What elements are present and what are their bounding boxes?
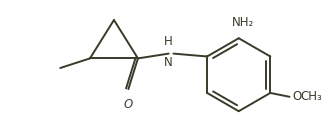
Text: NH₂: NH₂: [231, 16, 254, 29]
Text: O: O: [124, 98, 133, 111]
Text: CH₃: CH₃: [300, 90, 322, 103]
Text: N: N: [164, 56, 173, 69]
Text: H: H: [164, 35, 173, 48]
Text: O: O: [292, 90, 302, 103]
